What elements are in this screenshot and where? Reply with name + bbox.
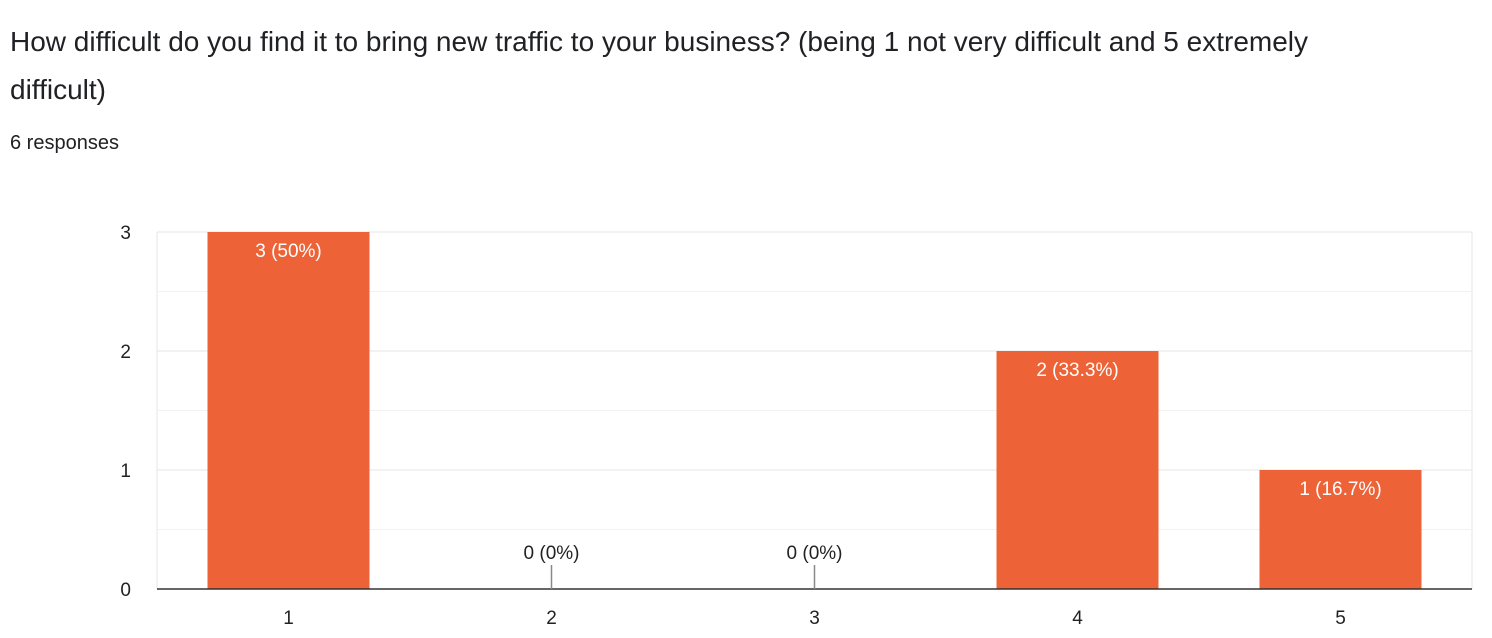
question-title: How difficult do you find it to bring ne… (10, 26, 1309, 105)
y-tick-label: 0 (120, 580, 131, 601)
data-label: 0 (0%) (787, 543, 843, 564)
bar (1259, 470, 1422, 589)
x-tick-label: 1 (283, 608, 294, 629)
bars-layer (207, 232, 1422, 589)
data-label: 0 (0%) (524, 543, 580, 564)
y-tick-label: 1 (120, 461, 131, 482)
data-label: 1 (16.7%) (1299, 479, 1381, 500)
x-tick-label: 5 (1335, 608, 1346, 629)
x-tick-label: 2 (546, 608, 557, 629)
bar (207, 232, 370, 589)
y-tick-label: 3 (120, 223, 131, 244)
response-count: 6 responses (10, 132, 119, 154)
data-label: 3 (50%) (255, 241, 322, 262)
labels-layer: 3 (50%) 0 (0%) 0 (0%) 2 (33.3%) 1 (16.7%) (255, 241, 1382, 589)
data-label: 2 (33.3%) (1036, 360, 1118, 381)
x-tick-label: 3 (809, 608, 820, 629)
grid-layer (156, 231, 1473, 589)
x-tick-label: 4 (1072, 608, 1083, 629)
bar (996, 351, 1159, 589)
y-tick-label: 2 (120, 342, 131, 363)
